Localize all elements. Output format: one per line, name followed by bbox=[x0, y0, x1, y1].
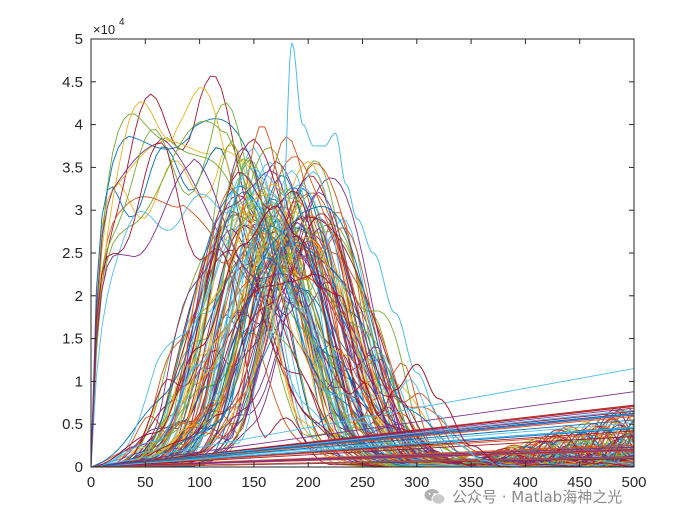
linear-series-line bbox=[91, 419, 634, 467]
watermark-text: 公众号 · Matlab海神之光 bbox=[452, 488, 623, 506]
linear-series-line bbox=[91, 432, 634, 467]
y-tick-label: 2 bbox=[75, 288, 83, 305]
x-tick-label: 100 bbox=[187, 474, 212, 491]
wechat-icon bbox=[424, 488, 446, 505]
x-tick-labels: 0 50 100 150 200 250 300 350 400 450 500 bbox=[87, 474, 647, 491]
y-tick-label: 3.5 bbox=[62, 159, 83, 176]
y-exponent-power: 4 bbox=[119, 17, 125, 28]
y-tick-label: 0.5 bbox=[62, 416, 83, 433]
x-tick-label: 0 bbox=[87, 474, 95, 491]
ticks-layer bbox=[90, 38, 635, 468]
series-line bbox=[91, 167, 634, 467]
series-line bbox=[91, 188, 634, 467]
x-tick-label: 250 bbox=[350, 474, 375, 491]
linear-series-line bbox=[91, 422, 634, 467]
linear-series-line bbox=[91, 412, 634, 467]
x-tick-label: 150 bbox=[241, 474, 266, 491]
series-line bbox=[91, 227, 634, 467]
linear-series-line bbox=[91, 426, 634, 467]
linear-series-line bbox=[91, 446, 634, 467]
series-line bbox=[91, 206, 634, 467]
linear-series-line bbox=[91, 391, 634, 467]
x-tick-label: 300 bbox=[404, 474, 429, 491]
watermark: 公众号 · Matlab海神之光 bbox=[424, 486, 622, 507]
series-line bbox=[91, 211, 634, 467]
series-line bbox=[91, 235, 634, 467]
y-tick-label: 3 bbox=[75, 202, 83, 219]
x-tick-label: 200 bbox=[296, 474, 321, 491]
y-tick-label: 4.5 bbox=[62, 74, 83, 91]
y-tick-label: 1 bbox=[75, 373, 83, 390]
y-tick-label: 1.5 bbox=[62, 331, 83, 348]
linear-series-line bbox=[91, 415, 634, 467]
y-tick-label: 4 bbox=[75, 117, 83, 134]
x-tick-label: 500 bbox=[621, 474, 646, 491]
x-tick-label: 50 bbox=[137, 474, 154, 491]
x-tick-label: 400 bbox=[513, 474, 538, 491]
y-tick-labels: 0 0.5 1 1.5 2 2.5 3 3.5 4 4.5 5 bbox=[62, 31, 83, 476]
y-tick-label: 2.5 bbox=[62, 245, 83, 262]
series-line bbox=[91, 191, 634, 467]
linear-series-line bbox=[91, 436, 634, 467]
x-tick-label: 450 bbox=[567, 474, 592, 491]
x-tick-label: 350 bbox=[459, 474, 484, 491]
series-line bbox=[91, 274, 634, 467]
y-exponent-base: ×10 bbox=[93, 22, 115, 37]
linear-series-line bbox=[91, 368, 634, 467]
highlighted-series-line bbox=[91, 41, 526, 467]
y-tick-label: 5 bbox=[75, 31, 83, 48]
dip-series-line bbox=[91, 205, 504, 467]
linear-series-line bbox=[91, 409, 634, 467]
y-tick-label: 0 bbox=[75, 459, 83, 476]
linear-series-line bbox=[91, 405, 634, 467]
